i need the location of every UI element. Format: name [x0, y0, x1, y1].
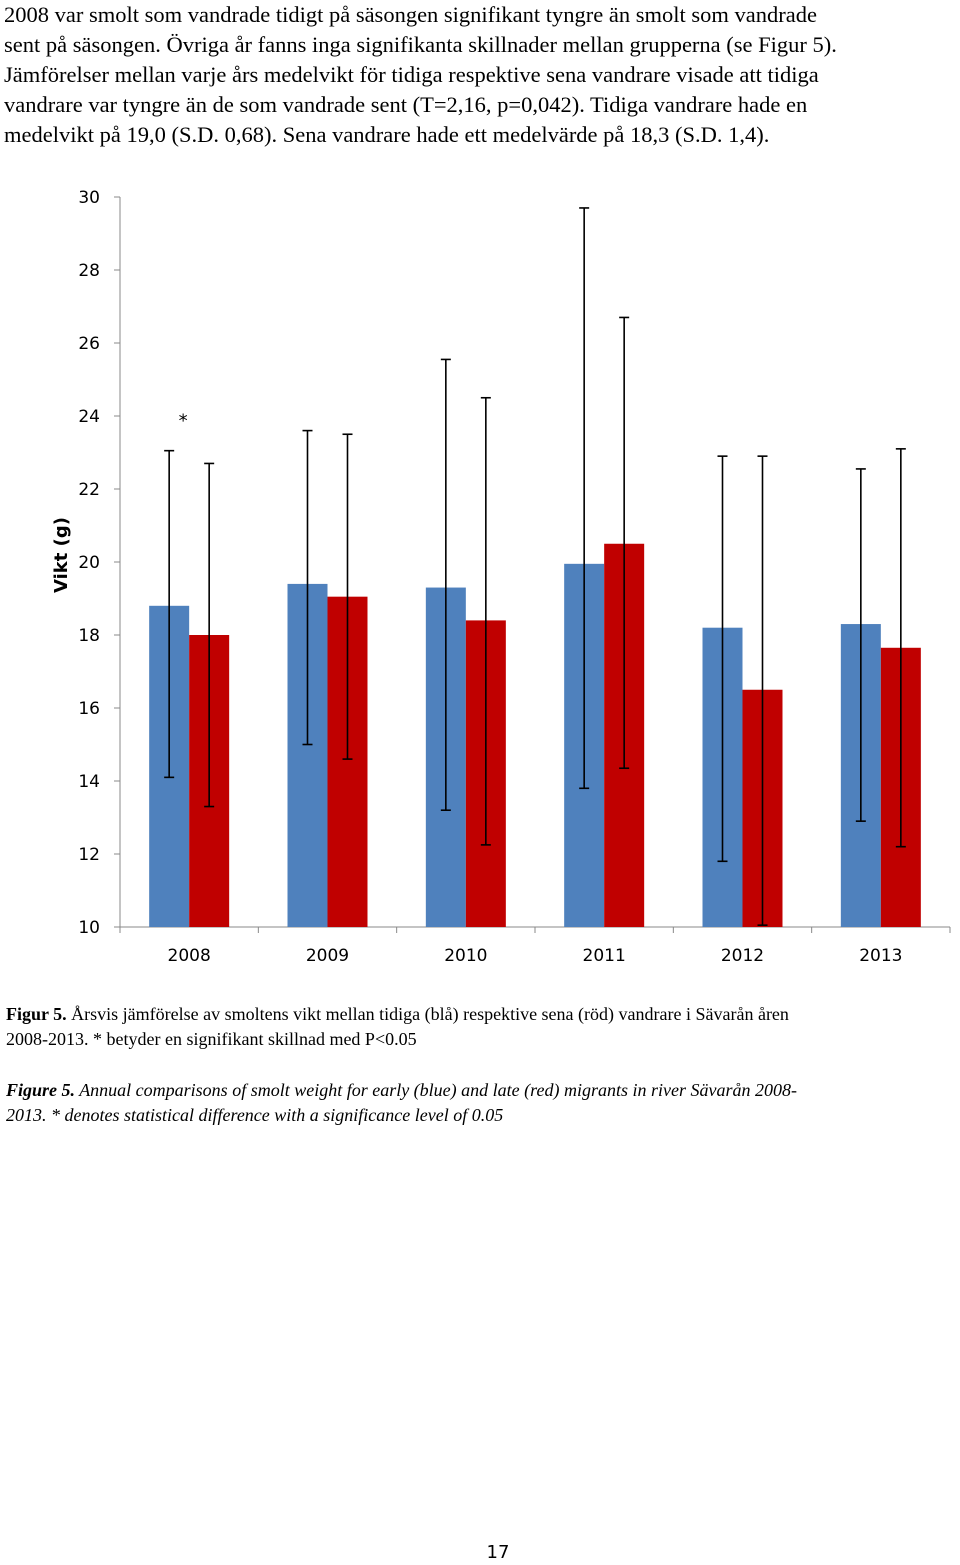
y-tick-label: 10 — [78, 918, 100, 938]
y-tick-label: 28 — [78, 261, 100, 281]
y-tick-label: 26 — [78, 334, 100, 354]
caption-label: Figur 5. — [6, 1004, 67, 1024]
y-axis-label: Vikt (g) — [51, 517, 72, 593]
weight-bar-chart: 10 12 14 16 18 20 22 24 26 28 30 2008 2009 2010 2011 20… — [51, 188, 951, 966]
x-tick-label: 2009 — [306, 946, 349, 966]
caption-text: Annual comparisons of smolt weight for e… — [75, 1080, 797, 1100]
paragraph-line: Jämförelser mellan varje års medelvikt f… — [4, 62, 819, 87]
body-paragraph: 2008 var smolt som vandrade tidigt på sä… — [4, 0, 952, 150]
paragraph-line: medelvikt på 19,0 (S.D. 0,68). Sena vand… — [4, 122, 770, 147]
y-tick-label: 24 — [78, 407, 100, 427]
figure-caption-english: Figure 5. Annual comparisons of smolt we… — [6, 1078, 956, 1128]
caption-text: 2013. * denotes statistical difference w… — [6, 1105, 504, 1125]
y-tick-label: 30 — [78, 188, 100, 208]
y-tick-label: 12 — [78, 845, 100, 865]
page-number: 17 — [486, 1542, 510, 1563]
y-tick-label: 18 — [78, 626, 100, 646]
caption-text: 2008-2013. * betyder en signifikant skil… — [6, 1029, 417, 1049]
paragraph-line: sent på säsongen. Övriga år fanns inga s… — [4, 32, 837, 57]
x-tick-label: 2011 — [583, 946, 626, 966]
significance-marker: * — [179, 410, 188, 431]
y-tick-label: 16 — [78, 699, 100, 719]
x-tick-label: 2012 — [721, 946, 764, 966]
y-tick-label: 14 — [78, 772, 100, 792]
y-tick-label: 22 — [78, 480, 100, 500]
paragraph-line: vandrare var tyngre än de som vandrade s… — [4, 92, 808, 117]
figure-caption-swedish: Figur 5. Årsvis jämförelse av smoltens v… — [6, 1002, 956, 1052]
y-tick-label: 20 — [78, 553, 100, 573]
paragraph-line: 2008 var smolt som vandrade tidigt på sä… — [4, 2, 817, 27]
x-tick-label: 2013 — [859, 946, 902, 966]
caption-label: Figure 5. — [6, 1080, 76, 1100]
x-tick-label: 2010 — [444, 946, 487, 966]
caption-text: Årsvis jämförelse av smoltens vikt mella… — [66, 1004, 789, 1024]
x-tick-label: 2008 — [168, 946, 211, 966]
